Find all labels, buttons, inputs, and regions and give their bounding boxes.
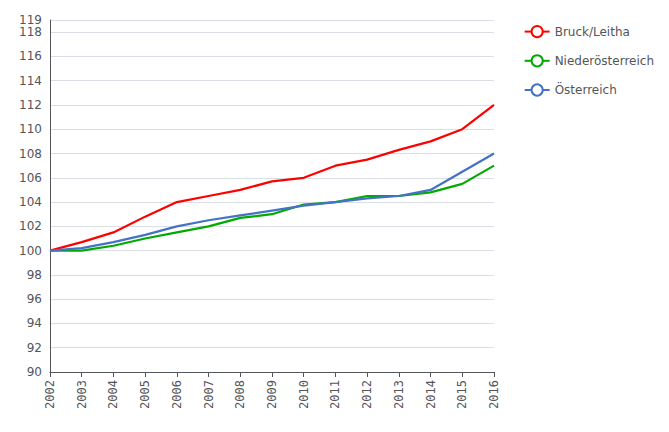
svg-text:118: 118 bbox=[19, 25, 42, 39]
svg-text:2003: 2003 bbox=[75, 380, 89, 409]
svg-text:100: 100 bbox=[19, 244, 42, 258]
svg-text:2010: 2010 bbox=[297, 380, 311, 409]
svg-text:2013: 2013 bbox=[392, 380, 406, 409]
svg-text:2005: 2005 bbox=[138, 380, 152, 409]
svg-text:110: 110 bbox=[19, 122, 42, 136]
svg-text:2002: 2002 bbox=[43, 380, 57, 409]
svg-text:98: 98 bbox=[27, 268, 42, 282]
svg-text:2011: 2011 bbox=[328, 380, 342, 409]
svg-text:2008: 2008 bbox=[233, 380, 247, 409]
svg-text:2006: 2006 bbox=[170, 380, 184, 409]
svg-text:104: 104 bbox=[19, 195, 42, 209]
svg-text:92: 92 bbox=[27, 341, 42, 355]
svg-text:112: 112 bbox=[19, 98, 42, 112]
svg-text:108: 108 bbox=[19, 147, 42, 161]
svg-text:2007: 2007 bbox=[202, 380, 216, 409]
svg-text:2014: 2014 bbox=[424, 380, 438, 409]
svg-text:Österreich: Österreich bbox=[555, 81, 617, 97]
svg-text:2016: 2016 bbox=[487, 380, 501, 409]
svg-text:116: 116 bbox=[19, 49, 42, 63]
svg-text:94: 94 bbox=[27, 316, 42, 330]
svg-text:106: 106 bbox=[19, 171, 42, 185]
svg-text:90: 90 bbox=[27, 365, 42, 379]
svg-text:Niederösterreich: Niederösterreich bbox=[555, 54, 654, 68]
svg-text:Bruck/Leitha: Bruck/Leitha bbox=[555, 25, 630, 39]
svg-text:2004: 2004 bbox=[106, 380, 120, 409]
svg-text:2012: 2012 bbox=[360, 380, 374, 409]
svg-text:119: 119 bbox=[19, 13, 42, 27]
svg-text:102: 102 bbox=[19, 219, 42, 233]
svg-text:2009: 2009 bbox=[265, 380, 279, 409]
svg-text:96: 96 bbox=[27, 292, 42, 306]
svg-text:2015: 2015 bbox=[455, 380, 469, 409]
svg-text:114: 114 bbox=[19, 74, 42, 88]
